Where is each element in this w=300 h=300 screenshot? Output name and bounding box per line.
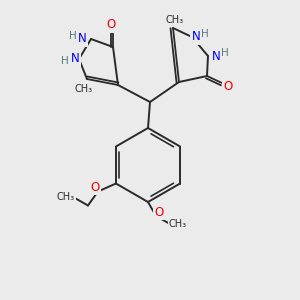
Text: O: O (90, 181, 100, 194)
Text: H: H (221, 48, 229, 58)
Text: H: H (201, 29, 209, 39)
Text: N: N (192, 31, 200, 44)
Text: CH₃: CH₃ (75, 84, 93, 94)
Text: CH₃: CH₃ (166, 15, 184, 25)
Text: O: O (106, 19, 116, 32)
Text: CH₃: CH₃ (169, 219, 187, 229)
Text: CH₃: CH₃ (57, 193, 75, 202)
Text: O: O (224, 80, 232, 94)
Text: O: O (154, 206, 164, 218)
Text: H: H (61, 56, 69, 66)
Text: N: N (212, 50, 220, 62)
Text: H: H (69, 31, 77, 41)
Text: N: N (70, 52, 80, 65)
Text: N: N (78, 32, 86, 46)
